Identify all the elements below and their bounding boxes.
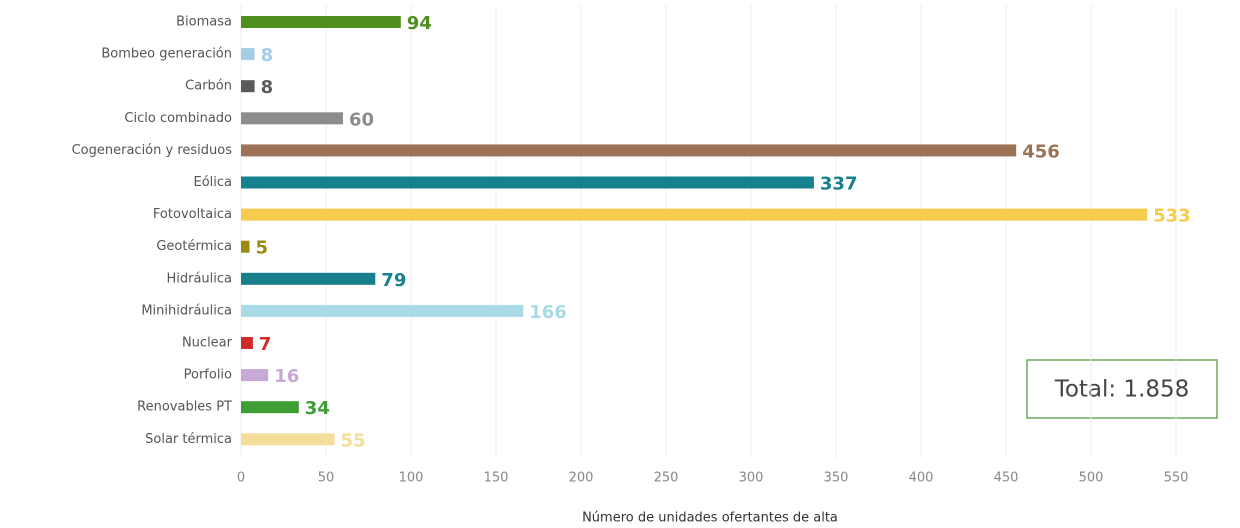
x-tick-label: 150 [484,471,509,486]
y-tick-label: Hidráulica [166,271,232,286]
x-tick-label: 0 [237,471,245,486]
value-label: 337 [820,174,858,195]
x-tick-label: 400 [909,471,934,486]
value-label: 8 [261,45,274,66]
y-tick-label: Fotovoltaica [153,207,232,222]
y-tick-label: Porfolio [184,368,232,383]
value-label: 79 [381,270,406,291]
value-label: 34 [305,398,330,419]
total-box [1026,359,1218,419]
bar [241,401,299,414]
y-tick-label: Cogeneración y residuos [72,143,233,158]
value-label: 5 [256,238,269,259]
bar [241,433,335,446]
y-tick-label: Minihidráulica [141,303,232,318]
x-tick-label: 450 [994,471,1019,486]
value-label: 7 [259,334,272,355]
x-tick-label: 250 [654,471,679,486]
y-tick-label: Ciclo combinado [124,111,232,126]
value-label: 166 [529,302,567,323]
x-tick-label: 300 [739,471,764,486]
bar [241,272,376,285]
y-tick-label: Solar térmica [145,432,232,447]
bar [241,240,250,253]
value-label: 456 [1022,141,1060,162]
y-tick-label: Biomasa [176,15,232,30]
value-label: 16 [274,366,299,387]
value-label: 55 [341,430,366,451]
value-label: 8 [261,77,274,98]
value-label: 94 [407,13,432,34]
x-tick-label: 50 [318,471,335,486]
total-annotation: Total: 1.858 [1054,377,1190,403]
y-tick-label: Renovables PT [137,400,232,415]
bar [241,176,814,189]
y-tick-label: Nuclear [182,336,233,351]
x-tick-label: 550 [1164,471,1189,486]
x-axis-title: Número de unidades ofertantes de alta [582,511,838,526]
x-tick-label: 100 [399,471,424,486]
x-tick-label: 500 [1079,471,1104,486]
x-tick-label: 350 [824,471,849,486]
y-tick-label: Eólica [193,175,232,190]
bar [241,48,255,61]
bar [241,304,524,317]
y-tick-label: Bombeo generación [101,47,232,62]
y-tick-label: Geotérmica [156,239,232,254]
value-label: 533 [1153,206,1191,227]
bar [241,369,269,382]
bar [241,80,255,93]
bar [241,16,401,28]
bar [241,144,1017,157]
x-tick-label: 200 [569,471,594,486]
bar [241,112,343,125]
y-tick-label: Carbón [185,79,232,94]
bar [241,337,253,349]
bar [241,208,1148,221]
value-label: 60 [349,109,374,130]
